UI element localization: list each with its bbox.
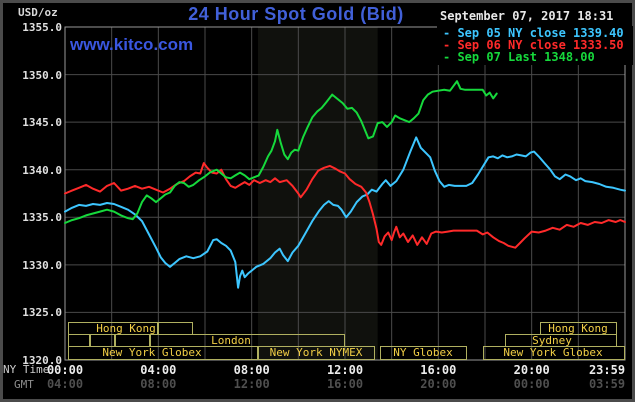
y-tick-label: 1325.0 <box>22 306 62 320</box>
y-tick-label: 1350.0 <box>22 68 62 82</box>
kitco-watermark: www.kitco.com <box>70 35 194 54</box>
session-label: London <box>211 334 251 347</box>
chart-title: 24 Hour Spot Gold (Bid) <box>188 4 404 24</box>
session-label: Hong Kong <box>96 322 156 335</box>
chart-datetime: September 07, 2017 18:31 <box>440 9 614 23</box>
legend-item: - Sep 07 Last 1348.00 <box>443 50 595 64</box>
gmt-tick-label: 00:00 <box>513 377 550 391</box>
price-line-sep-07 <box>64 80 498 224</box>
ny-time-tick-label: 08:00 <box>233 363 270 377</box>
y-tick-label: 1320.0 <box>22 354 62 367</box>
ny-time-tick-label: 20:00 <box>513 363 550 377</box>
session-box <box>380 346 467 360</box>
x-axis-label-gmt: GMT <box>14 378 34 391</box>
gmt-tick-label: 04:00 <box>46 377 84 391</box>
legend-item: - Sep 06 NY close 1333.50 <box>443 38 624 52</box>
gmt-tick-label: 12:00 <box>233 377 270 391</box>
session-label: NY Globex <box>393 346 453 359</box>
session-label: Hong Kong <box>548 322 608 335</box>
session-label: New York Globex <box>102 346 202 359</box>
price-line-sep-06 <box>64 162 626 249</box>
ny-time-tick-label: 00:00 <box>46 363 84 377</box>
y-tick-label: 1335.0 <box>22 211 62 225</box>
gmt-tick-label: 20:00 <box>420 377 457 391</box>
gmt-tick-label: 16:00 <box>326 377 364 391</box>
legend: - Sep 05 NY close 1339.40- Sep 06 NY clo… <box>437 26 633 65</box>
ny-time-tick-label: 16:00 <box>420 363 457 377</box>
y-axis-unit-label: USD/oz <box>18 6 58 19</box>
gmt-tick-label: 08:00 <box>140 377 177 391</box>
session-label: New York Globex <box>503 346 603 359</box>
session-label: Sydney <box>532 334 572 347</box>
y-tick-label: 1340.0 <box>22 163 62 177</box>
session-box <box>483 346 625 360</box>
session-box <box>258 346 375 360</box>
nymex-session-shading <box>257 27 378 360</box>
ny-time-tick-label: 12:00 <box>326 363 364 377</box>
y-tick-label: 1355.0 <box>22 21 62 34</box>
y-tick-label: 1330.0 <box>22 258 62 272</box>
session-label: New York NYMEX <box>269 346 363 359</box>
y-tick-label: 1345.0 <box>22 116 62 130</box>
legend-item: - Sep 05 NY close 1339.40 <box>443 26 624 40</box>
gmt-tick-label: 03:59 <box>588 377 626 391</box>
ny-time-tick-label: 04:00 <box>140 363 177 377</box>
ny-time-tick-label: 23:59 <box>588 363 626 377</box>
session-box <box>68 346 258 360</box>
x-axis-label-ny-time: NY Time <box>3 363 50 376</box>
price-line-sep-05 <box>64 136 626 289</box>
